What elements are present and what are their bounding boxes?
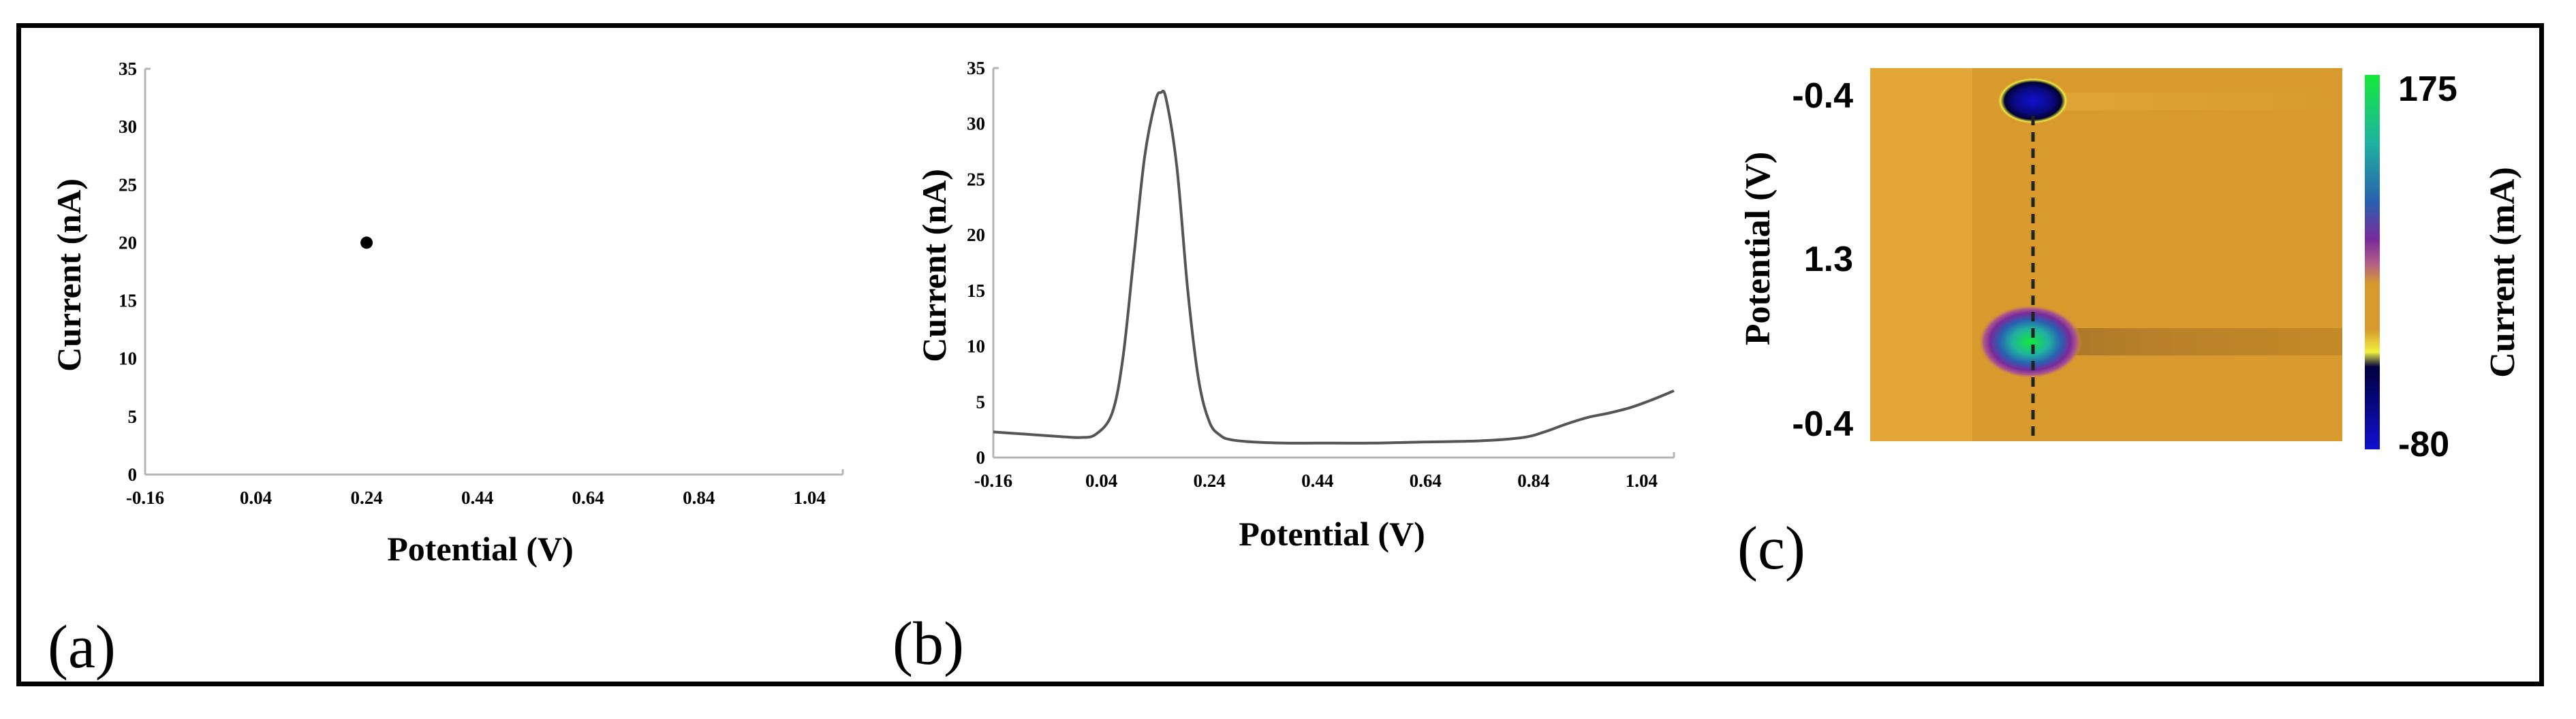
heatmap-image <box>1870 68 2342 441</box>
heatmap-top-trail <box>2017 93 2342 110</box>
y-tick-label: 0 <box>976 447 986 468</box>
x-tick-label: 1.04 <box>794 488 826 508</box>
panel-b-y-ticks: 0 5 10 15 20 25 30 35 <box>967 58 985 468</box>
heatmap-left-band <box>1870 68 1972 441</box>
x-tick-label: 0.04 <box>240 488 272 508</box>
panel-a-label: (a) <box>48 613 116 681</box>
y-tick-label: 25 <box>119 174 137 195</box>
y-tick-label: 15 <box>967 281 985 301</box>
y-tick-label: 20 <box>967 225 985 245</box>
x-tick-label: 0.24 <box>350 488 382 508</box>
panel-a-axes <box>144 67 844 476</box>
colorbar-min-label: -80 <box>2398 425 2449 464</box>
data-point <box>360 236 373 249</box>
y-tick-label: 5 <box>128 406 138 427</box>
y-tick-label: 5 <box>976 392 986 412</box>
x-tick-label: 0.84 <box>683 488 715 508</box>
y-tick-label: 20 <box>119 232 137 253</box>
panel-a-y-ticks: 0 5 10 15 20 25 30 35 <box>119 59 137 485</box>
colorbar-label: Current (mA) <box>2483 167 2522 378</box>
heatmap-y-tick-top: -0.4 <box>1792 76 1853 116</box>
panel-a-ylabel: Current (nA) <box>50 178 88 372</box>
panel-a-points <box>360 236 373 249</box>
panel-b-line: 0 5 10 15 20 25 30 35 -0.16 0.04 0.24 0.44 0.64 0.84… <box>893 58 1675 677</box>
y-tick-label: 35 <box>119 59 137 79</box>
panel-b-ylabel: Current (nA) <box>915 169 953 362</box>
panel-b-label: (b) <box>893 610 964 677</box>
x-tick-label: 0.24 <box>1194 470 1226 491</box>
heatmap-bottom-blob <box>1978 305 2082 379</box>
y-tick-label: 30 <box>967 114 985 134</box>
x-tick-label: 0.04 <box>1085 470 1117 491</box>
x-tick-label: 0.44 <box>1301 470 1333 491</box>
heatmap-top-blob <box>1998 78 2068 124</box>
x-tick-label: 0.64 <box>1410 470 1442 491</box>
heatmap-y-tick-mid: 1.3 <box>1804 240 1853 279</box>
x-tick-label: 1.04 <box>1626 470 1658 491</box>
panel-a-xlabel: Potential (V) <box>387 530 574 568</box>
x-tick-label: 0.84 <box>1517 470 1549 491</box>
y-tick-label: 15 <box>119 291 137 311</box>
panel-c-heatmap: -0.4 1.3 -0.4 Potential (V) 175 -80 Curr… <box>1737 68 2522 582</box>
colorbar <box>2365 75 2380 449</box>
panel-b-series <box>993 89 1675 445</box>
panel-c-label: (c) <box>1737 515 1805 582</box>
panel-a-x-ticks: -0.16 0.04 0.24 0.44 0.64 0.84 1.04 <box>126 488 826 508</box>
y-tick-label: 10 <box>119 349 137 369</box>
y-tick-label: 25 <box>967 169 985 189</box>
y-tick-label: 0 <box>128 464 138 485</box>
figure-frame <box>16 23 2544 686</box>
x-tick-label: -0.16 <box>126 488 164 508</box>
x-tick-label: -0.16 <box>974 470 1012 491</box>
panel-a-scatter: 0 5 10 15 20 25 30 35 -0.16 0.04 0.24 0.44 0.64 0.84… <box>48 59 844 681</box>
panel-b-axes <box>992 67 1675 459</box>
y-tick-label: 30 <box>119 116 137 137</box>
panel-b-x-ticks: -0.16 0.04 0.24 0.44 0.64 0.84 1.04 <box>974 470 1658 491</box>
current-series-line <box>993 89 1675 445</box>
heatmap-y-tick-bottom: -0.4 <box>1792 404 1853 444</box>
heatmap-ylabel: Potential (V) <box>1739 152 1778 345</box>
y-tick-label: 10 <box>967 336 985 357</box>
x-tick-label: 0.64 <box>572 488 604 508</box>
y-tick-label: 35 <box>967 58 985 78</box>
x-tick-label: 0.44 <box>461 488 493 508</box>
panel-b-xlabel: Potential (V) <box>1239 515 1425 553</box>
colorbar-max-label: 175 <box>2398 69 2457 109</box>
